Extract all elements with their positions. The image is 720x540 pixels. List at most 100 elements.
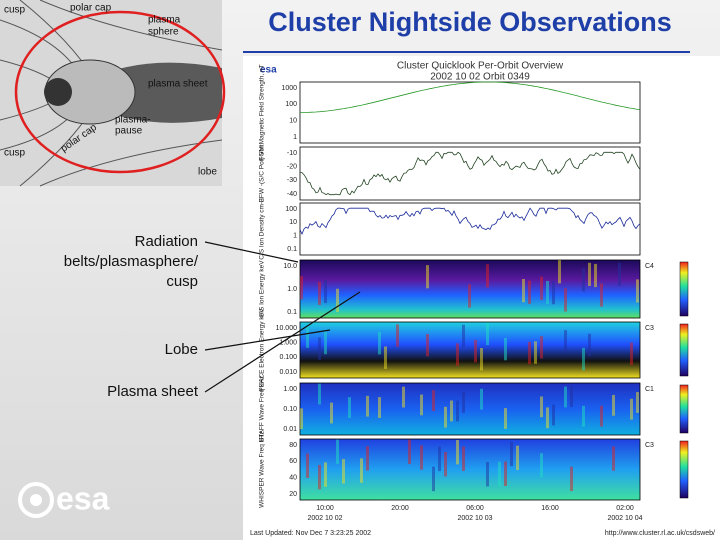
spectrogram-streak [552, 281, 555, 305]
y-tick-label: 0.100 [279, 354, 297, 361]
spacecraft-label: C3 [645, 325, 654, 332]
spectrogram-streak [612, 394, 615, 416]
spectrogram-streak [348, 397, 351, 418]
spectrogram-streak [420, 445, 423, 470]
spectrogram-streak [480, 388, 483, 410]
trace [300, 151, 641, 196]
spectrogram-streak [324, 279, 327, 304]
spectrogram-streak [324, 462, 327, 487]
spectrogram-streak [558, 260, 561, 284]
diagram-label: polar cap [70, 3, 112, 14]
spectrogram-streak [420, 394, 423, 416]
annotation: cusp [166, 273, 198, 290]
spectrogram-streak [306, 453, 309, 478]
y-tick-label: 100 [285, 206, 297, 213]
spectrogram-streak [612, 446, 615, 471]
diagram-label: plasma- [115, 115, 151, 126]
diagram-label: plasma [148, 15, 181, 26]
spectrogram-streak [534, 341, 537, 364]
y-tick-label: -30 [287, 177, 297, 184]
spectrogram-streak [444, 406, 447, 428]
spectrogram-streak [600, 405, 603, 427]
spectrogram-streak [498, 461, 501, 487]
plot-title: Cluster Quicklook Per-Orbit Overview [397, 61, 564, 72]
spectrogram-streak [318, 383, 321, 405]
diagram-label: cusp [4, 148, 26, 159]
diagram-label: pause [115, 126, 143, 137]
spectrogram-streak [510, 441, 513, 467]
spectrogram-streak [324, 331, 327, 355]
spectrogram-streak [402, 386, 405, 408]
spectrogram-streak [522, 278, 525, 303]
spectrogram-streak [600, 283, 603, 307]
time-label: 20:00 [391, 505, 409, 512]
y-tick-label: 1000 [281, 85, 297, 92]
panel-label: WHISPER Wave Freq kHz [259, 431, 266, 508]
y-tick-label: 20 [289, 491, 297, 498]
y-tick-label: 1 [293, 233, 297, 240]
date-label: 2002 10 02 [307, 515, 342, 522]
y-tick-label: -10 [287, 150, 297, 157]
panel-frame [299, 81, 641, 144]
spectrogram-streak [318, 464, 321, 490]
spectrogram-streak [552, 404, 555, 426]
diagram-label: plasma sheet [148, 79, 208, 90]
spectrogram-streak [384, 346, 387, 369]
spectrogram [299, 438, 641, 501]
trace [300, 81, 641, 113]
magnetosphere-diagram: cusp polar cap plasma sphere plasma shee… [0, 0, 226, 187]
spectrogram-streak [342, 459, 345, 484]
y-tick-label: -20 [287, 164, 297, 171]
spectrogram-streak [588, 333, 591, 357]
spectrogram-streak [504, 408, 507, 429]
annotation: belts/plasmasphere/ [64, 253, 199, 270]
spectrogram-streak [516, 445, 519, 471]
footer-left: Last Updated: Nov Dec 7 3:23:25 2002 [250, 530, 371, 537]
panel-label: FGM Magnetic Field Strength, nT [259, 64, 266, 160]
spectrogram-streak [444, 452, 447, 477]
spectrogram-streak [336, 288, 339, 312]
spectrogram-streak [396, 324, 399, 347]
spectrogram-streak [504, 461, 507, 486]
spacecraft-label: C3 [645, 442, 654, 449]
spectrogram-streak [456, 400, 459, 422]
spectrogram-streak [618, 262, 621, 286]
spectrogram-streak [570, 466, 573, 492]
spectrogram-streak [378, 331, 381, 355]
time-label: 16:00 [541, 505, 559, 512]
spectrogram-streak [468, 284, 471, 308]
y-tick-label: 10 [289, 118, 297, 125]
annotation: Plasma sheet [107, 383, 199, 400]
panel-frame [299, 202, 641, 256]
y-tick-label: 10.000 [276, 325, 298, 332]
y-tick-label: 0.010 [279, 369, 297, 376]
spectrogram-streak [564, 288, 567, 312]
diagram-label: sphere [148, 27, 179, 38]
spectrogram-streak [378, 397, 381, 418]
colorbar [679, 261, 689, 317]
orbit [14, 10, 226, 174]
spectrogram-streak [462, 392, 465, 413]
spectrogram-streak [426, 265, 429, 289]
spectrogram-streak [300, 408, 303, 430]
spectrogram-streak [366, 446, 369, 471]
time-label: 10:00 [316, 505, 334, 512]
spectrogram-streak [486, 264, 489, 288]
spectrogram-streak [318, 337, 321, 360]
spectrogram-streak [630, 398, 633, 420]
colorbar [679, 440, 689, 499]
y-tick-label: 1 [293, 134, 297, 141]
spectrogram-streak [336, 439, 339, 464]
spectrogram-streak [462, 324, 465, 348]
spectrogram-streak [426, 334, 429, 357]
plot-panels: FGM Magnetic Field Strength, nT 100010010… [250, 64, 715, 536]
panel-label: CIS Ion Density cm-3 [259, 198, 266, 260]
spectrogram-streak [462, 446, 465, 471]
annotation: Lobe [165, 341, 198, 358]
date-label: 2002 10 04 [607, 515, 642, 522]
y-tick-label: 0.01 [283, 426, 297, 433]
footer-right: http://www.cluster.rl.ac.uk/csdsweb/ [605, 530, 715, 537]
spectrogram-streak [366, 395, 369, 417]
